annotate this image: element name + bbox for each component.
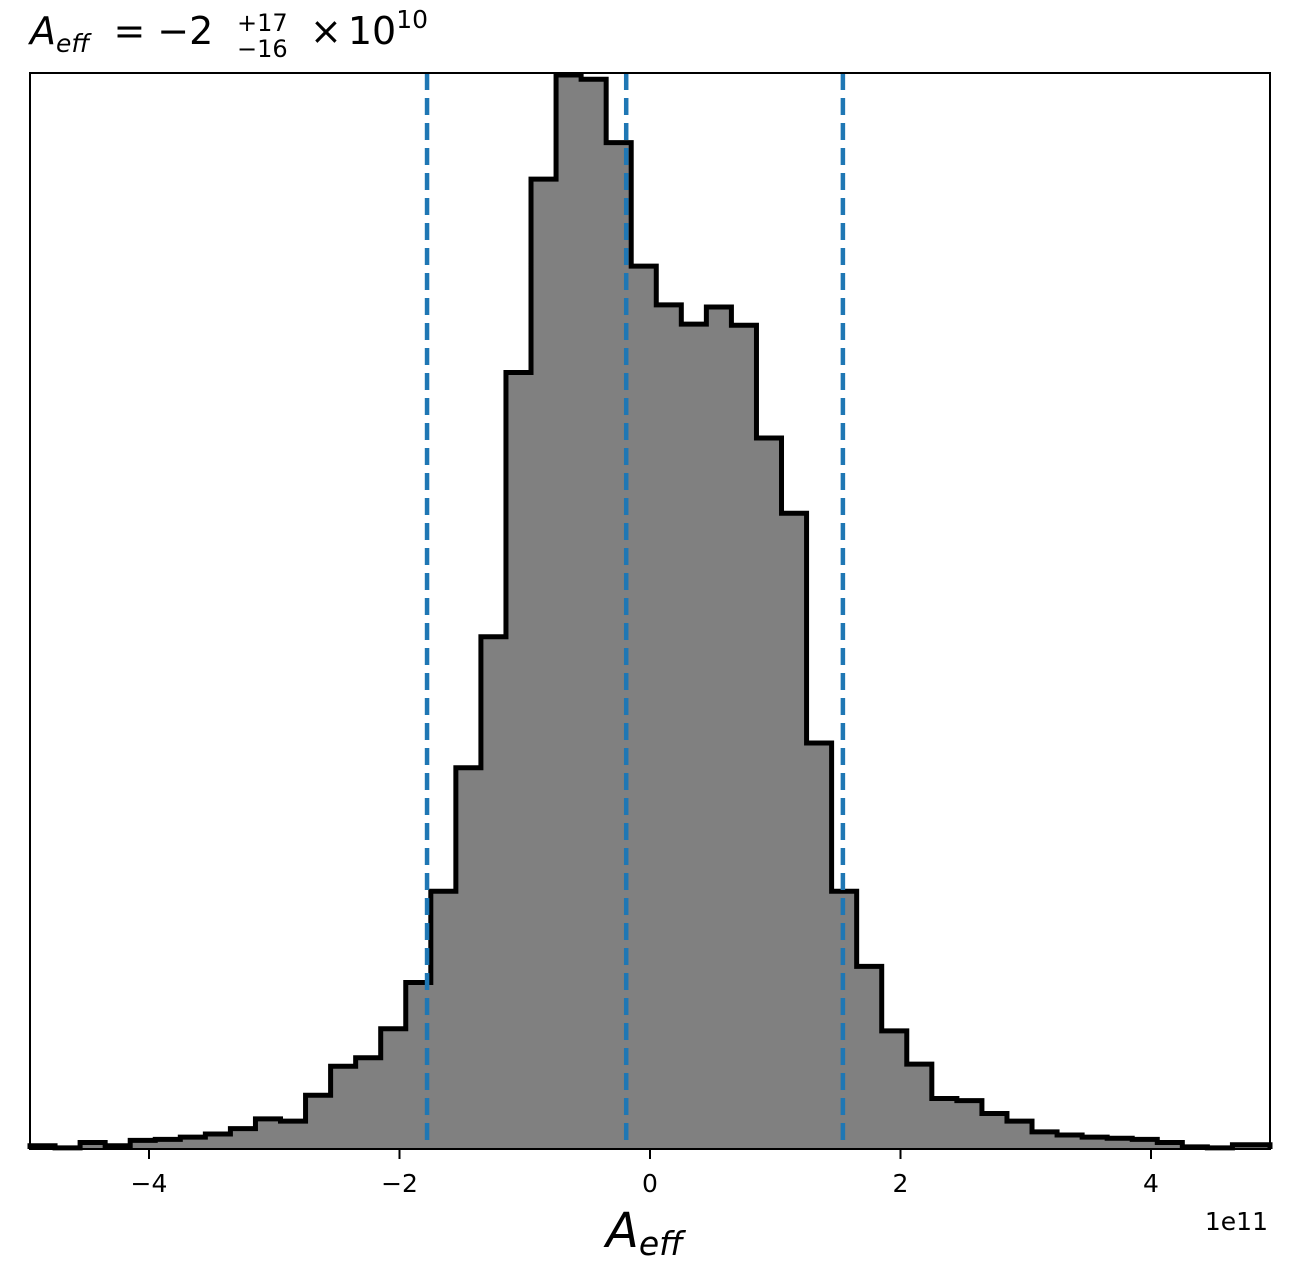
histogram-bar [731, 325, 757, 1149]
title-times: × [310, 9, 342, 53]
histogram-bar [681, 324, 707, 1150]
histogram-bar [155, 1139, 181, 1149]
x-axis-ticks: −4 −2 0 2 4 [131, 1149, 1159, 1198]
histogram-bar [906, 1064, 933, 1149]
histogram-bar [1082, 1137, 1108, 1149]
quantile-lines [424, 73, 846, 1149]
histogram-bar [430, 891, 457, 1149]
histogram-bar [1032, 1131, 1058, 1149]
histogram-bar [931, 1098, 958, 1149]
histogram-bar [255, 1118, 281, 1149]
x-tick-label: 4 [1143, 1169, 1159, 1198]
title-equals: = [113, 9, 145, 53]
histogram-bar [1132, 1139, 1158, 1149]
title-symbol: A [27, 9, 56, 53]
histogram-bar [881, 1030, 908, 1149]
x-label-symbol: A [603, 1203, 639, 1259]
histogram-bar [280, 1121, 306, 1149]
histogram-bar [556, 75, 582, 1149]
histogram-bar [656, 304, 682, 1149]
histogram-bars [30, 75, 1271, 1150]
histogram-bar [531, 179, 557, 1150]
histogram-bar [355, 1057, 382, 1149]
chart-title: Aeff = −2 [27, 9, 213, 58]
x-tick-label: −2 [381, 1169, 418, 1198]
title-exponent: 10 [396, 5, 428, 34]
histogram-bar [130, 1140, 156, 1149]
histogram-bar [230, 1128, 256, 1149]
x-offset-label: 1e11 [1205, 1207, 1268, 1236]
histogram-outline [27, 72, 1273, 1151]
x-axis-label: Aeff [603, 1203, 686, 1263]
title-median: −2 [157, 9, 213, 53]
histogram-bar [180, 1137, 206, 1149]
histogram-bar [956, 1100, 983, 1149]
histogram-bar [806, 743, 833, 1149]
histogram-bar [1107, 1138, 1133, 1149]
histogram-bar [706, 306, 732, 1149]
histogram-bar [581, 79, 607, 1149]
histogram-bar [856, 966, 883, 1149]
title-multiplier: × 1010 [310, 5, 428, 53]
histogram-bar [330, 1066, 357, 1149]
title-upper-error: +17 [237, 9, 288, 37]
histogram-bar [1057, 1135, 1083, 1149]
histogram-bar [80, 1142, 106, 1149]
x-tick-label: 2 [893, 1169, 909, 1198]
histogram-bar [480, 636, 507, 1149]
histogram-bar [981, 1113, 1008, 1149]
x-label-subscript: eff [639, 1224, 686, 1263]
histogram-bar [455, 767, 482, 1149]
histogram-bar [505, 372, 532, 1149]
histogram-bar [1157, 1142, 1183, 1149]
x-tick-label: 0 [642, 1169, 658, 1198]
histogram-bar [631, 266, 657, 1149]
histogram-bar [1006, 1121, 1033, 1149]
title-symbol-subscript: eff [56, 29, 92, 58]
x-tick-label: −4 [131, 1169, 168, 1198]
histogram-bar [781, 513, 807, 1149]
title-base: 10 [348, 9, 396, 53]
histogram-bar [380, 1028, 407, 1149]
title-lower-error: −16 [237, 35, 288, 63]
histogram-bar [205, 1133, 231, 1149]
histogram-bar [756, 438, 782, 1150]
histogram-bar [305, 1095, 332, 1149]
plot-area [27, 72, 1273, 1151]
